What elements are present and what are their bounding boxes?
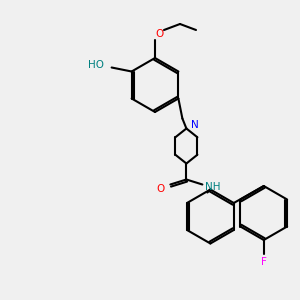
Text: F: F [261, 257, 267, 267]
Text: N: N [190, 119, 198, 130]
Text: O: O [156, 184, 164, 194]
Text: O: O [156, 29, 164, 39]
Text: HO: HO [88, 61, 103, 70]
Text: NH: NH [205, 182, 220, 191]
